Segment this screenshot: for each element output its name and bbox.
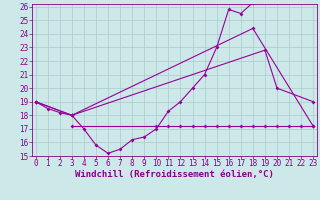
X-axis label: Windchill (Refroidissement éolien,°C): Windchill (Refroidissement éolien,°C) bbox=[75, 170, 274, 179]
